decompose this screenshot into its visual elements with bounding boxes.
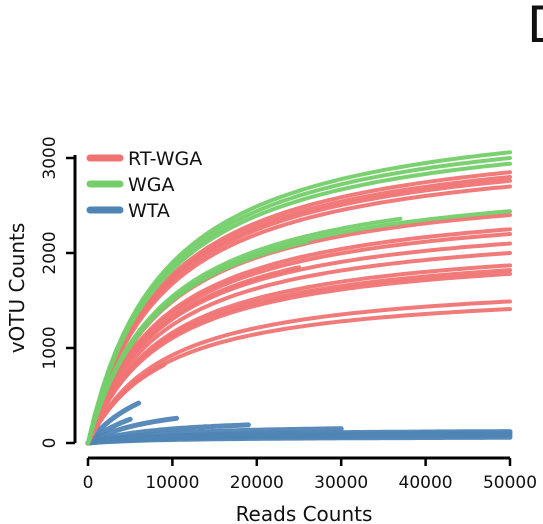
wta-curve-2 [85, 415, 180, 446]
y-tick-label: 1000 [40, 326, 60, 369]
legend-label-wta: WTA [128, 200, 170, 222]
wga-curve-1 [86, 150, 512, 445]
curves-layer [85, 150, 513, 446]
rt-wga-curve-6 [86, 227, 512, 445]
x-tick-label: 0 [83, 473, 94, 493]
wta-curve-1 [85, 400, 142, 446]
rt-wga-curve-16 [86, 363, 166, 445]
ticks-layer: 0 10000 20000 30000 40000 50000 0 1000 2000 3000 [40, 136, 537, 493]
wga-curve-2 [86, 156, 512, 445]
rt-wga-curve-4 [86, 184, 512, 445]
panel-letter: D [527, 0, 543, 50]
y-tick-label: 3000 [40, 136, 60, 179]
rt-wga-curve-12 [86, 271, 512, 445]
axes-layer [73, 155, 510, 460]
rt-wga-curve-9 [86, 251, 512, 445]
wga-curve-6 [86, 239, 310, 445]
legend-label-rt-wga: RT-WGA [128, 148, 202, 170]
x-tick-label: 10000 [145, 473, 199, 493]
x-tick-label: 40000 [399, 473, 453, 493]
rt-wga-curve-10 [86, 263, 512, 445]
x-tick-label: 50000 [483, 473, 537, 493]
rt-wga-curve-3 [86, 178, 512, 445]
y-tick-label: 2000 [40, 231, 60, 274]
x-axis-label: Reads Counts [236, 502, 373, 524]
y-axis-label: vOTU Counts [5, 223, 29, 354]
legend: RT-WGA WGA WTA [86, 148, 202, 222]
legend-label-wga: WGA [128, 174, 175, 196]
wta-curve-4 [85, 416, 133, 446]
rt-wga-curve-13 [86, 299, 512, 445]
y-tick-label: 0 [40, 438, 60, 449]
x-tick-label: 30000 [314, 473, 368, 493]
x-tick-label: 20000 [230, 473, 284, 493]
wta-curve-10 [85, 431, 445, 446]
rt-wga-curve-7 [86, 232, 512, 445]
wga-curve-3 [86, 161, 512, 445]
rt-wga-curve-15 [86, 265, 301, 445]
